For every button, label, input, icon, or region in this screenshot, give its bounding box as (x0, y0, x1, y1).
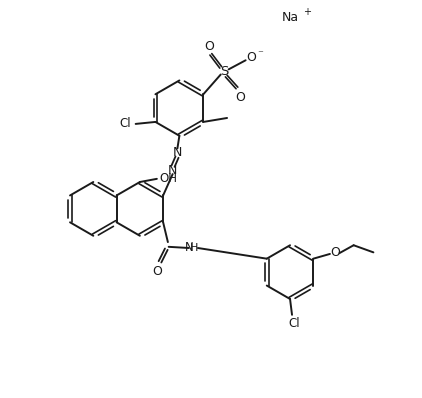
Text: S: S (220, 65, 228, 78)
Text: Cl: Cl (288, 317, 300, 330)
Text: ⁻: ⁻ (257, 49, 263, 59)
Text: Na: Na (281, 11, 299, 24)
Text: O: O (235, 91, 245, 104)
Text: N: N (184, 241, 193, 254)
Text: N: N (168, 164, 177, 177)
Text: H: H (190, 243, 198, 253)
Text: N: N (173, 146, 182, 159)
Text: O: O (246, 51, 257, 64)
Text: Cl: Cl (119, 117, 131, 131)
Text: O: O (152, 265, 162, 278)
Text: O: O (330, 246, 341, 259)
Text: +: + (303, 8, 311, 18)
Text: O: O (204, 40, 214, 53)
Text: OH: OH (160, 172, 178, 185)
